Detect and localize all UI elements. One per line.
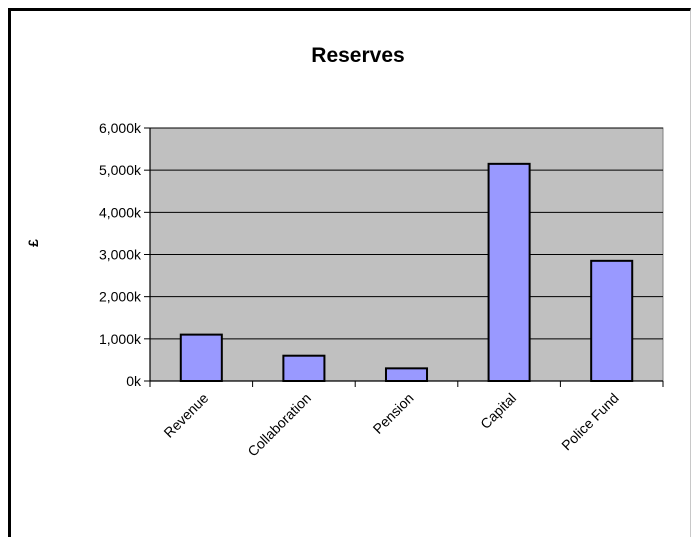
y-axis-label: £ [25, 239, 41, 247]
x-tick-label: Revenue [160, 390, 211, 441]
y-tick-label: 3,000k [99, 247, 142, 263]
y-tick-label: 6,000k [99, 120, 142, 136]
x-tick-label: Collaboration [244, 390, 314, 460]
x-tick-label: Police Fund [558, 390, 622, 454]
bar [590, 259, 634, 383]
chart-title: Reserves [311, 44, 404, 67]
bar [487, 162, 531, 382]
bar [179, 333, 223, 383]
y-tick-label: 4,000k [99, 204, 142, 220]
bar [282, 354, 326, 383]
plot-area: 0k 1,000k 2,000k 3,000k 4,000k 5,000k 6,000k Re… [99, 120, 664, 460]
x-tick-label: Pension [370, 390, 417, 437]
y-tick-label: 0k [126, 373, 142, 389]
y-tick-label: 1,000k [99, 331, 142, 347]
bar [384, 367, 429, 383]
y-tick-label: 2,000k [99, 289, 142, 305]
y-tick-label: 5,000k [99, 162, 142, 178]
x-tick-label: Capital [477, 390, 519, 432]
